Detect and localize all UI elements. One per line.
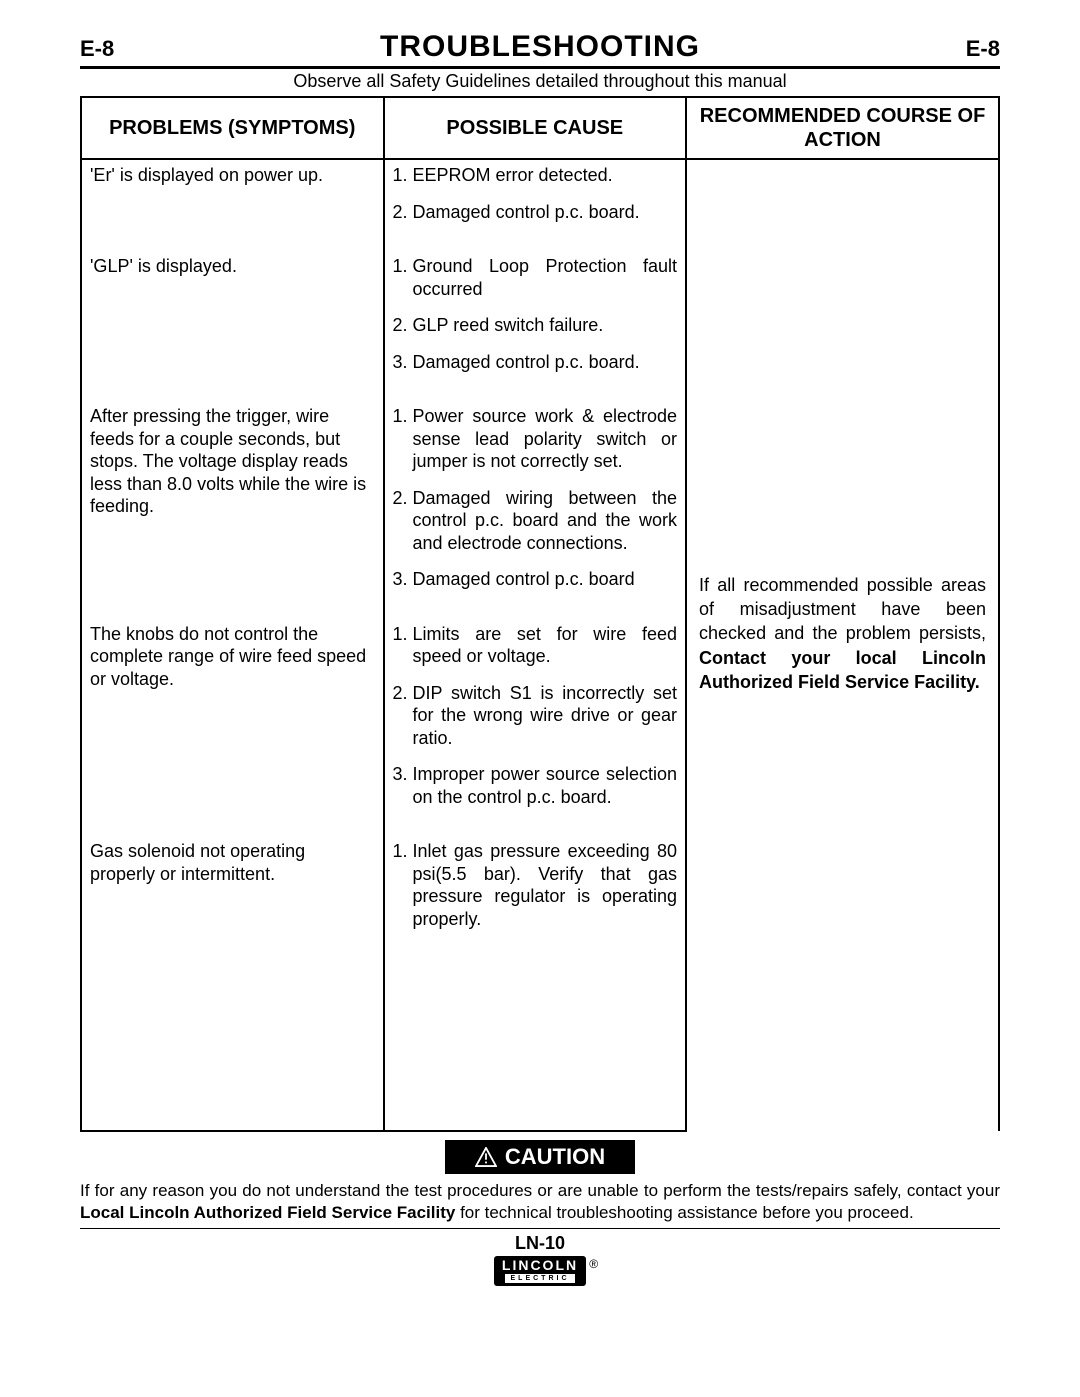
cause-item: Ground Loop Protection fault occurred [413,255,678,300]
page-title: TROUBLESHOOTING [140,30,940,64]
caution-label: CAUTION [505,1144,605,1170]
cause-item: Damaged control p.c. board [413,568,678,591]
cause-cell: Ground Loop Protection fault occurred GL… [384,251,687,401]
col-header-cause: POSSIBLE CAUSE [384,97,687,159]
warning-icon [475,1147,497,1167]
col-header-action: RECOMMENDED COURSE OF ACTION [686,97,999,159]
logo-box: LINCOLN ® ELECTRIC [494,1256,586,1286]
safety-subhead: Observe all Safety Guidelines detailed t… [80,71,1000,92]
symptom-cell: 'GLP' is displayed. [81,251,384,401]
cause-item: Damaged wiring between the control p.c. … [413,487,678,555]
logo-sub: ELECTRIC [504,1273,576,1284]
cause-item: Damaged control p.c. board. [413,351,678,374]
footer-note: If for any reason you do not understand … [80,1180,1000,1229]
caution-banner: CAUTION [80,1140,1000,1174]
cause-cell: Inlet gas pressure exceeding 80 psi(5.5 … [384,836,687,1131]
cause-cell: Limits are set for wire feed speed or vo… [384,619,687,837]
symptom-cell: After pressing the trigger, wire feeds f… [81,401,384,619]
symptom-cell: The knobs do not control the complete ra… [81,619,384,837]
cause-item: Improper power source selection on the c… [413,763,678,808]
cause-item: EEPROM error detected. [413,164,678,187]
cause-item: Power source work & electrode sense lead… [413,405,678,473]
table-row: 'Er' is displayed on power up. EEPROM er… [81,159,999,251]
page: E-8 TROUBLESHOOTING E-8 Observe all Safe… [0,0,1080,1326]
cause-cell: EEPROM error detected. Damaged control p… [384,159,687,251]
cause-item: Limits are set for wire feed speed or vo… [413,623,678,668]
page-code-right: E-8 [940,36,1000,62]
cause-item: GLP reed switch failure. [413,314,678,337]
page-code-left: E-8 [80,36,140,62]
cause-cell: Power source work & electrode sense lead… [384,401,687,619]
action-cell: If all recommended possible areas of mis… [686,159,999,1131]
troubleshooting-table: PROBLEMS (SYMPTOMS) POSSIBLE CAUSE RECOM… [80,96,1000,1132]
cause-item: Damaged control p.c. board. [413,201,678,224]
caution-box: CAUTION [445,1140,635,1174]
logo: LINCOLN ® ELECTRIC [80,1256,1000,1286]
logo-main: LINCOLN [502,1257,578,1273]
col-header-symptoms: PROBLEMS (SYMPTOMS) [81,97,384,159]
action-text: If all recommended possible areas of mis… [695,573,990,694]
page-header: E-8 TROUBLESHOOTING E-8 [80,30,1000,69]
symptom-cell: 'Er' is displayed on power up. [81,159,384,251]
model-number: LN-10 [80,1233,1000,1254]
table-body: 'Er' is displayed on power up. EEPROM er… [81,159,999,1131]
symptom-cell: Gas solenoid not operating properly or i… [81,836,384,1131]
cause-item: DIP switch S1 is incorrectly set for the… [413,682,678,750]
cause-item: Inlet gas pressure exceeding 80 psi(5.5 … [413,840,678,930]
registered-icon: ® [589,1258,600,1270]
